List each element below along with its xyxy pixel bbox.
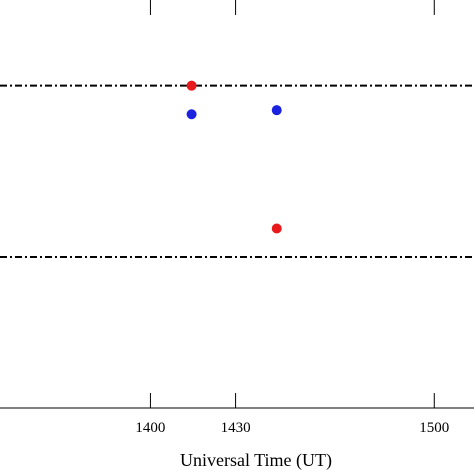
data-point-s0-1 [271,223,282,234]
data-point-s1-1 [271,105,282,116]
bottom-ticks: 1400 1430 1500 [135,393,449,436]
top-ticks [149,0,435,15]
x-tick-label-0: 1400 [135,420,165,436]
data-points [186,80,282,234]
data-point-s0-0 [186,80,197,91]
plot-area: 1400 1430 1500 [0,0,474,436]
x-tick-label-2: 1500 [419,420,449,436]
x-tick-label-1: 1430 [221,420,251,436]
x-axis-title: Universal Time (UT) [180,450,332,471]
data-point-s1-0 [186,109,197,120]
reference-lines [0,84,474,259]
